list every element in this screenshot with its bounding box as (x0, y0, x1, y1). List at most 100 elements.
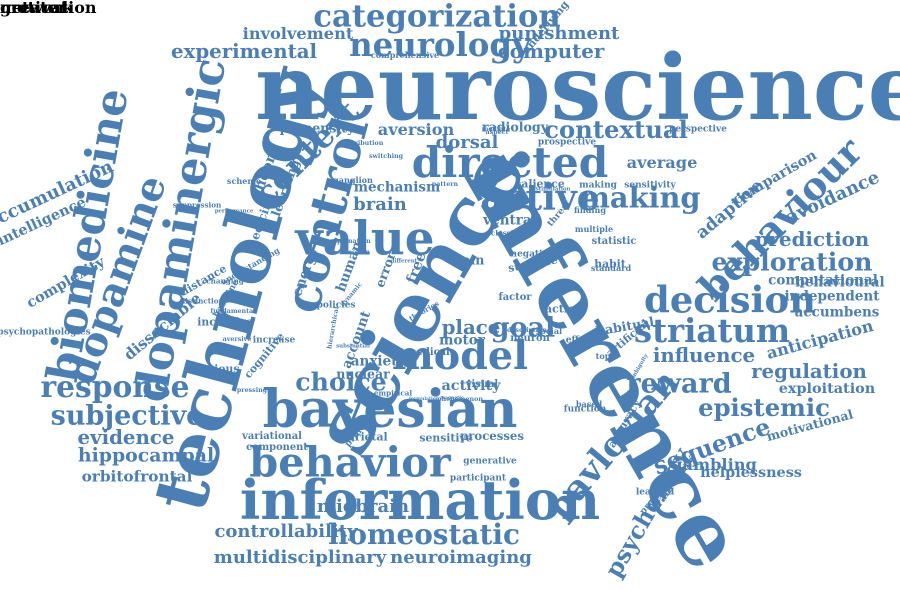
word: performance (214, 208, 254, 215)
word: reward (626, 368, 732, 400)
word: vicarious (184, 362, 240, 376)
word: based (575, 398, 603, 409)
word: making (579, 180, 701, 215)
word: effect (565, 335, 595, 346)
word: exploitation (778, 379, 876, 397)
word: making (579, 180, 617, 191)
word: dorsal (435, 132, 499, 153)
word: selection (338, 248, 370, 256)
word: fundamental (210, 307, 256, 315)
word: pattern (431, 180, 459, 188)
word: goal (490, 312, 556, 344)
word: perspective (669, 124, 727, 135)
word: scheme (226, 175, 262, 186)
word: radiology (481, 119, 549, 135)
word: social (535, 325, 563, 336)
word: multidisciplinary (213, 547, 387, 568)
word: motor (439, 332, 485, 349)
word: pressing (236, 386, 268, 394)
word: medical (406, 347, 450, 359)
word: brain (353, 194, 407, 215)
word: salience (515, 177, 565, 191)
word: motivation (0, 0, 97, 17)
word: action (545, 302, 583, 316)
word: value (295, 211, 435, 267)
word: substantial (336, 343, 370, 350)
word: component (246, 442, 308, 454)
word: prediction (754, 227, 870, 252)
word: experimental (170, 39, 318, 64)
word: controllability (214, 521, 358, 542)
word: anxiety (350, 353, 406, 370)
word: contextual (544, 114, 688, 144)
word: phenomenon (437, 395, 483, 403)
word: distinction (180, 296, 224, 306)
word: computer (497, 39, 605, 64)
word: ventral (483, 212, 537, 229)
word: information (239, 468, 601, 532)
word: behavioural (795, 274, 885, 291)
word: hippocampal (77, 444, 215, 467)
word: increase (252, 335, 296, 346)
word: psychopathologies (0, 327, 91, 338)
word: midbrain (316, 496, 410, 517)
word: independent (784, 288, 880, 305)
word: exploration (711, 246, 873, 277)
word: statistic (591, 236, 637, 248)
word: stimulation (535, 186, 571, 193)
word: propensity (279, 120, 355, 136)
word: negative (510, 249, 554, 260)
word: different (390, 258, 418, 265)
word: evidence (77, 425, 175, 450)
word: finding (573, 204, 607, 215)
word: striatum (633, 311, 791, 350)
word: helplessness (700, 463, 802, 481)
word: suppression (172, 200, 222, 210)
word: aversion (377, 119, 455, 139)
word: attribution (344, 139, 384, 147)
word: nuclear (336, 366, 390, 382)
word: greater (0, 0, 67, 17)
word: changing (206, 276, 244, 286)
word: magnetic (440, 395, 464, 401)
word: habit (594, 257, 626, 271)
word: accumbens (794, 304, 880, 321)
word: explanation (329, 237, 371, 245)
word: subjective (50, 400, 204, 432)
word: choice (295, 366, 387, 397)
word: formulation (408, 396, 440, 402)
word: gambling (671, 454, 757, 474)
word: aversive (222, 335, 252, 343)
word: mechanism (353, 179, 441, 196)
word: prospective (537, 137, 597, 148)
word: switching (368, 152, 404, 160)
word: activity (441, 376, 501, 394)
word: epistemic (698, 392, 830, 422)
word: computational (768, 272, 878, 289)
word: orbitofrontal (81, 467, 193, 486)
word: empirical (373, 388, 413, 398)
word: behavior (249, 437, 451, 487)
word: neurology (349, 25, 531, 64)
word: regulation (751, 359, 867, 384)
word: factor (498, 292, 532, 304)
word: active (480, 177, 600, 219)
word: description (507, 326, 547, 334)
word: comprehensive (370, 49, 440, 60)
word: model (391, 333, 529, 380)
word: response (40, 370, 190, 406)
word: gain (453, 252, 485, 268)
word: mediate (481, 125, 511, 133)
word: average (626, 152, 698, 172)
word: parietal (340, 430, 388, 444)
word: standard (590, 262, 632, 273)
word: processes (460, 429, 524, 444)
word: influence (652, 343, 756, 368)
word: participant (449, 473, 507, 484)
word: multiple (574, 223, 614, 234)
word: learned (635, 487, 675, 498)
word: categorization (313, 0, 561, 35)
word: incentive (197, 315, 253, 329)
word: punishment (498, 23, 620, 44)
